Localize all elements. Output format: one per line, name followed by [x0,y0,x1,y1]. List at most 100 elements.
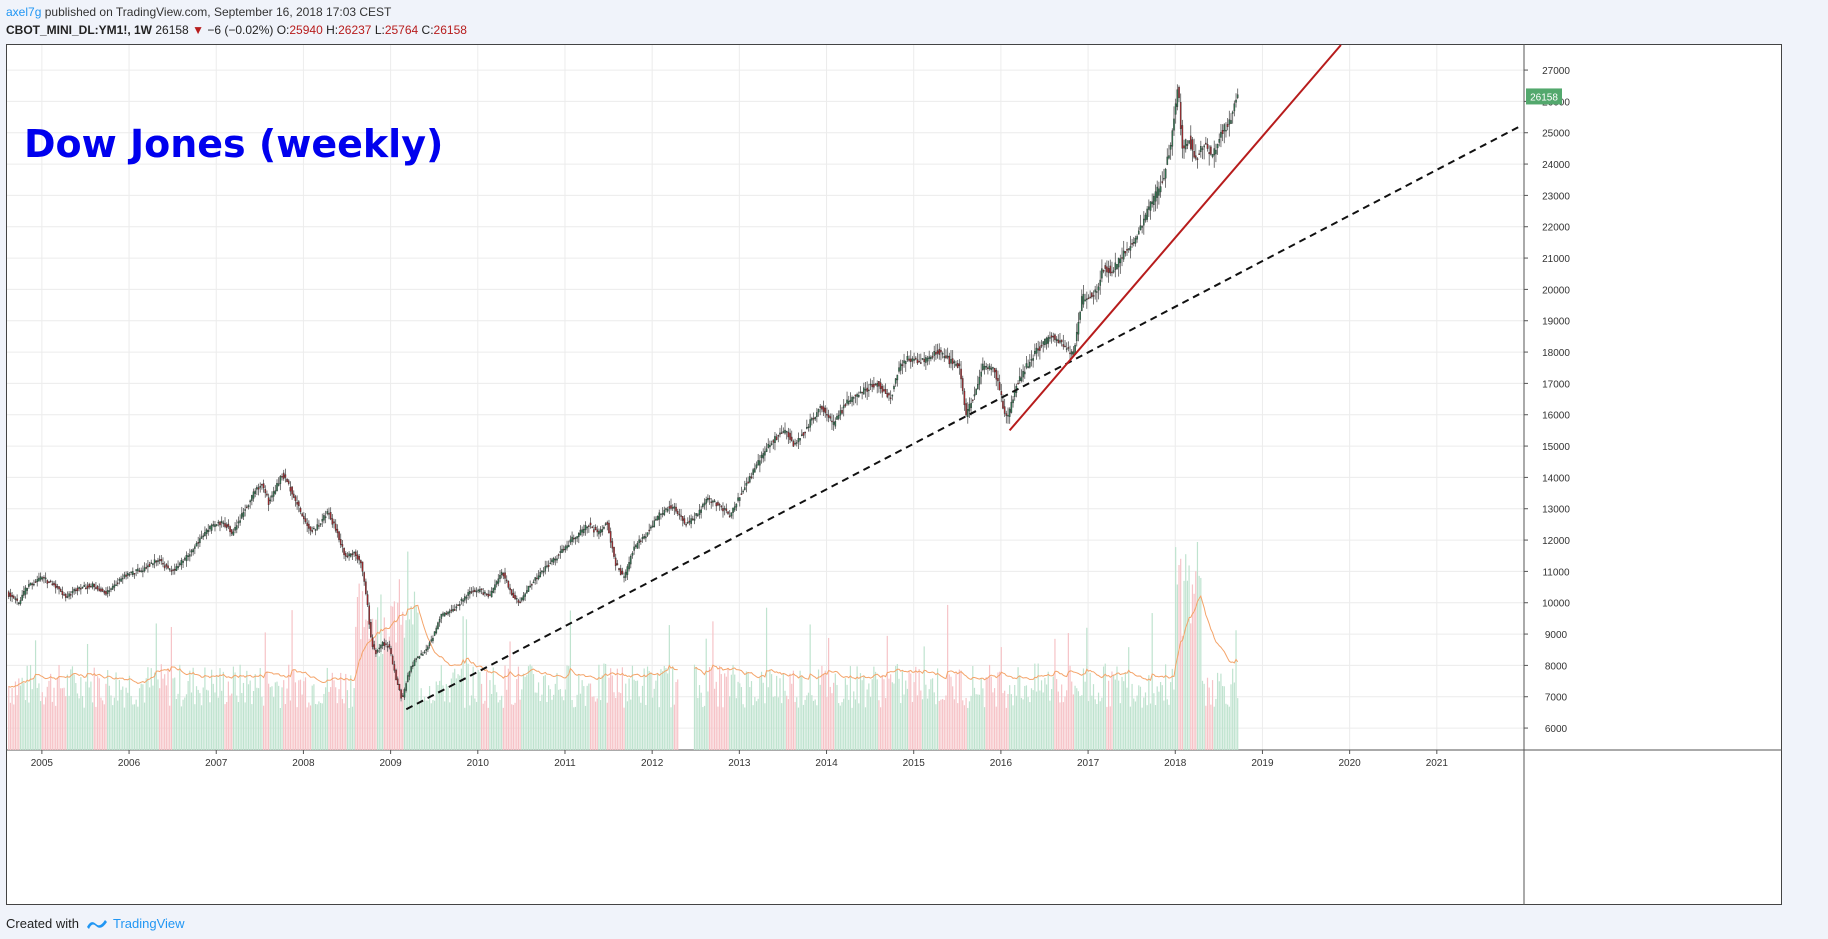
candle-body [34,581,37,583]
candle-body [1218,139,1221,143]
candle-body [633,546,635,551]
volume-bar [330,687,332,750]
candle-body [68,593,70,597]
volume-bar [888,678,890,750]
volume-bar [517,666,520,750]
volume-bar [50,673,52,750]
candle-body [259,485,262,488]
chart-title: Dow Jones (weekly) [24,122,443,166]
candle-body [103,590,106,594]
candle-body [391,655,394,665]
candle-body [1230,120,1232,124]
price-chart[interactable]: 2700026000250002400023000220002100020000… [6,44,1782,905]
volume-bar [905,680,907,750]
candle-body [132,571,134,576]
candle-body [857,395,860,397]
volume-bar [294,682,297,750]
candle-body [43,576,45,579]
candle-body [1067,347,1070,349]
time-axis-label: 2016 [990,758,1013,769]
volume-bar [459,675,461,750]
tradingview-link[interactable]: TradingView [85,916,185,931]
volume-bar [978,694,981,750]
volume-bar [100,697,102,750]
price-axis-label: 11000 [1542,567,1570,578]
volume-bar [755,701,758,750]
volume-bar [239,664,241,750]
volume-bar [118,679,121,750]
volume-bar [259,668,261,750]
author-link[interactable]: axel7g [6,5,42,19]
candle-body [826,414,828,416]
volume-bar [512,704,515,750]
candle-body [90,585,92,588]
candle-body [465,596,468,599]
chart-frame[interactable] [6,44,1782,905]
candle-body [975,388,977,395]
candle-body [628,562,630,570]
candle-body [631,552,634,556]
candle-body [388,644,391,648]
candle-body [512,592,515,598]
volume-bar [371,618,374,750]
candle-body [120,578,122,582]
volume-bar [185,694,188,750]
volume-bar [1017,667,1019,750]
volume-bar [484,700,486,750]
candle-body [896,374,899,381]
volume-bar [1097,692,1100,750]
volume-bar [663,665,665,750]
volume-bar [705,638,707,750]
candle-body [1171,130,1174,147]
volume-bar [375,619,377,750]
volume-bar [382,653,384,750]
volume-bar [735,698,737,750]
volume-bar [673,704,675,750]
candle-body [1193,151,1195,158]
candle-body [958,363,961,367]
volume-bar [1156,686,1158,750]
candle-body [83,585,85,587]
volume-bar [529,664,531,750]
volume-bar [174,677,176,750]
volume-bar [46,686,48,750]
volume-bar [1206,677,1209,750]
volume-bar [427,700,429,750]
candle-body [645,536,647,539]
volume-bar [804,699,806,750]
candle-body [318,525,320,527]
candle-body [634,545,637,547]
volume-bar [31,689,33,750]
volume-bar [1188,565,1190,750]
candle-body [752,469,754,475]
volume-bar [541,694,543,750]
candle-body [539,571,542,578]
volume-bar [779,678,781,750]
price-axis-label: 9000 [1545,630,1568,641]
volume-bar [544,674,546,750]
volume-bar [742,704,744,750]
candle-body [812,417,815,420]
candle-body [1096,291,1098,293]
candle-body [458,604,461,606]
candle-body [239,520,241,523]
volume-bar [1032,690,1034,750]
volume-bar [1175,547,1177,750]
candle-body [733,506,736,511]
candle-body [789,432,791,440]
candle-body [641,537,644,540]
volume-bar [103,704,105,750]
volume-bar [605,663,607,750]
volume-bar [864,707,867,750]
volume-bar [97,676,99,750]
volume-bar [908,670,910,750]
volume-bar [338,689,340,750]
volume-bar [1062,702,1064,750]
volume-histogram [8,541,1239,750]
volume-bar [393,601,395,750]
volume-bar [1220,673,1222,750]
candle-body [782,431,785,433]
candle-body [227,523,230,527]
candle-body [764,451,766,456]
volume-bar [651,697,654,750]
